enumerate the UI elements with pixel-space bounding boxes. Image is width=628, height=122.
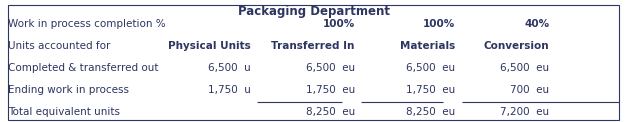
Text: Transferred In: Transferred In (271, 41, 355, 51)
Text: 6,500  eu: 6,500 eu (406, 63, 455, 73)
Text: 1,750  eu: 1,750 eu (306, 85, 355, 95)
Text: Ending work in process: Ending work in process (8, 85, 129, 95)
Text: 100%: 100% (323, 19, 355, 29)
Text: Materials: Materials (400, 41, 455, 51)
Text: Work in process completion %: Work in process completion % (8, 19, 166, 29)
Text: Total equivalent units: Total equivalent units (8, 107, 120, 117)
Text: Physical Units: Physical Units (168, 41, 251, 51)
Text: 7,200  eu: 7,200 eu (501, 107, 550, 117)
Text: Conversion: Conversion (484, 41, 550, 51)
Text: 8,250  eu: 8,250 eu (406, 107, 455, 117)
Text: 100%: 100% (423, 19, 455, 29)
Text: Units accounted for: Units accounted for (8, 41, 111, 51)
Text: 1,750  eu: 1,750 eu (406, 85, 455, 95)
Text: 700  eu: 700 eu (511, 85, 550, 95)
Text: 6,500  eu: 6,500 eu (501, 63, 550, 73)
Text: Packaging Department: Packaging Department (238, 5, 390, 19)
Text: 6,500  u: 6,500 u (208, 63, 251, 73)
Text: 6,500  eu: 6,500 eu (306, 63, 355, 73)
Text: Completed & transferred out: Completed & transferred out (8, 63, 159, 73)
Text: 1,750  u: 1,750 u (208, 85, 251, 95)
Text: 8,250  eu: 8,250 eu (306, 107, 355, 117)
Text: 40%: 40% (524, 19, 550, 29)
